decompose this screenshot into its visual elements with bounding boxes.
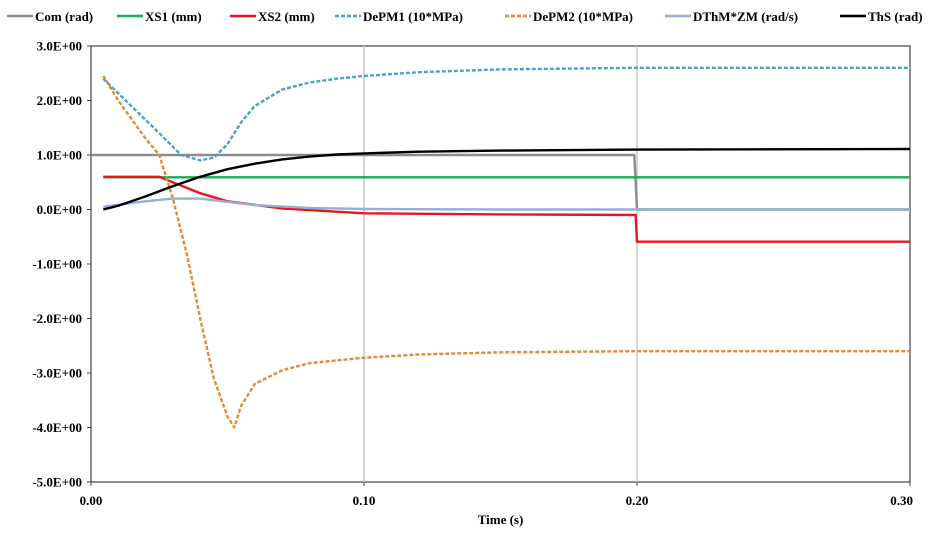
legend-label: DThM*ZM (rad/s) [693,9,798,24]
x-axis: 0.00 0.10 0.20 0.30 [80,482,913,508]
legend-label: Com (rad) [35,9,93,24]
x-tick-label: 0.10 [353,493,376,508]
legend-label: XS2 (mm) [258,9,315,24]
x-tick-label: 0.20 [626,493,649,508]
series-lines [91,66,911,429]
plot-area [90,45,911,483]
y-tick-label: 2.0E+00 [37,93,82,108]
legend: Com (rad) XS1 (mm) XS2 (mm) DePM1 (10*MPa) D… [7,9,923,24]
y-tick-label: 0.0E+00 [37,202,82,217]
y-axis: 3.0E+00 2.0E+00 1.0E+00 0.0E+00 -1.0E+00 -2.0… [32,39,91,490]
y-tick-label: -1.0E+00 [32,257,82,272]
y-tick-label: -5.0E+00 [32,475,82,490]
series-line-3 [102,66,910,162]
y-tick-label: -2.0E+00 [32,311,82,326]
y-tick-label: -3.0E+00 [32,366,82,381]
legend-label: DePM1 (10*MPa) [363,9,463,24]
y-tick-label: -4.0E+00 [32,420,82,435]
x-axis-label: Time (s) [478,512,524,527]
legend-label: DePM2 (10*MPa) [533,9,633,24]
series-line-5 [103,197,910,211]
series-line-6 [103,147,911,211]
legend-label: ThS (rad) [868,9,923,24]
x-tick-label: 0.00 [80,493,103,508]
y-tick-label: 1.0E+00 [37,148,82,163]
x-tick-label: 0.30 [890,493,913,508]
series-line-4 [102,75,910,429]
grid [363,46,638,482]
legend-label: XS1 (mm) [145,9,202,24]
y-tick-label: 3.0E+00 [37,39,82,54]
